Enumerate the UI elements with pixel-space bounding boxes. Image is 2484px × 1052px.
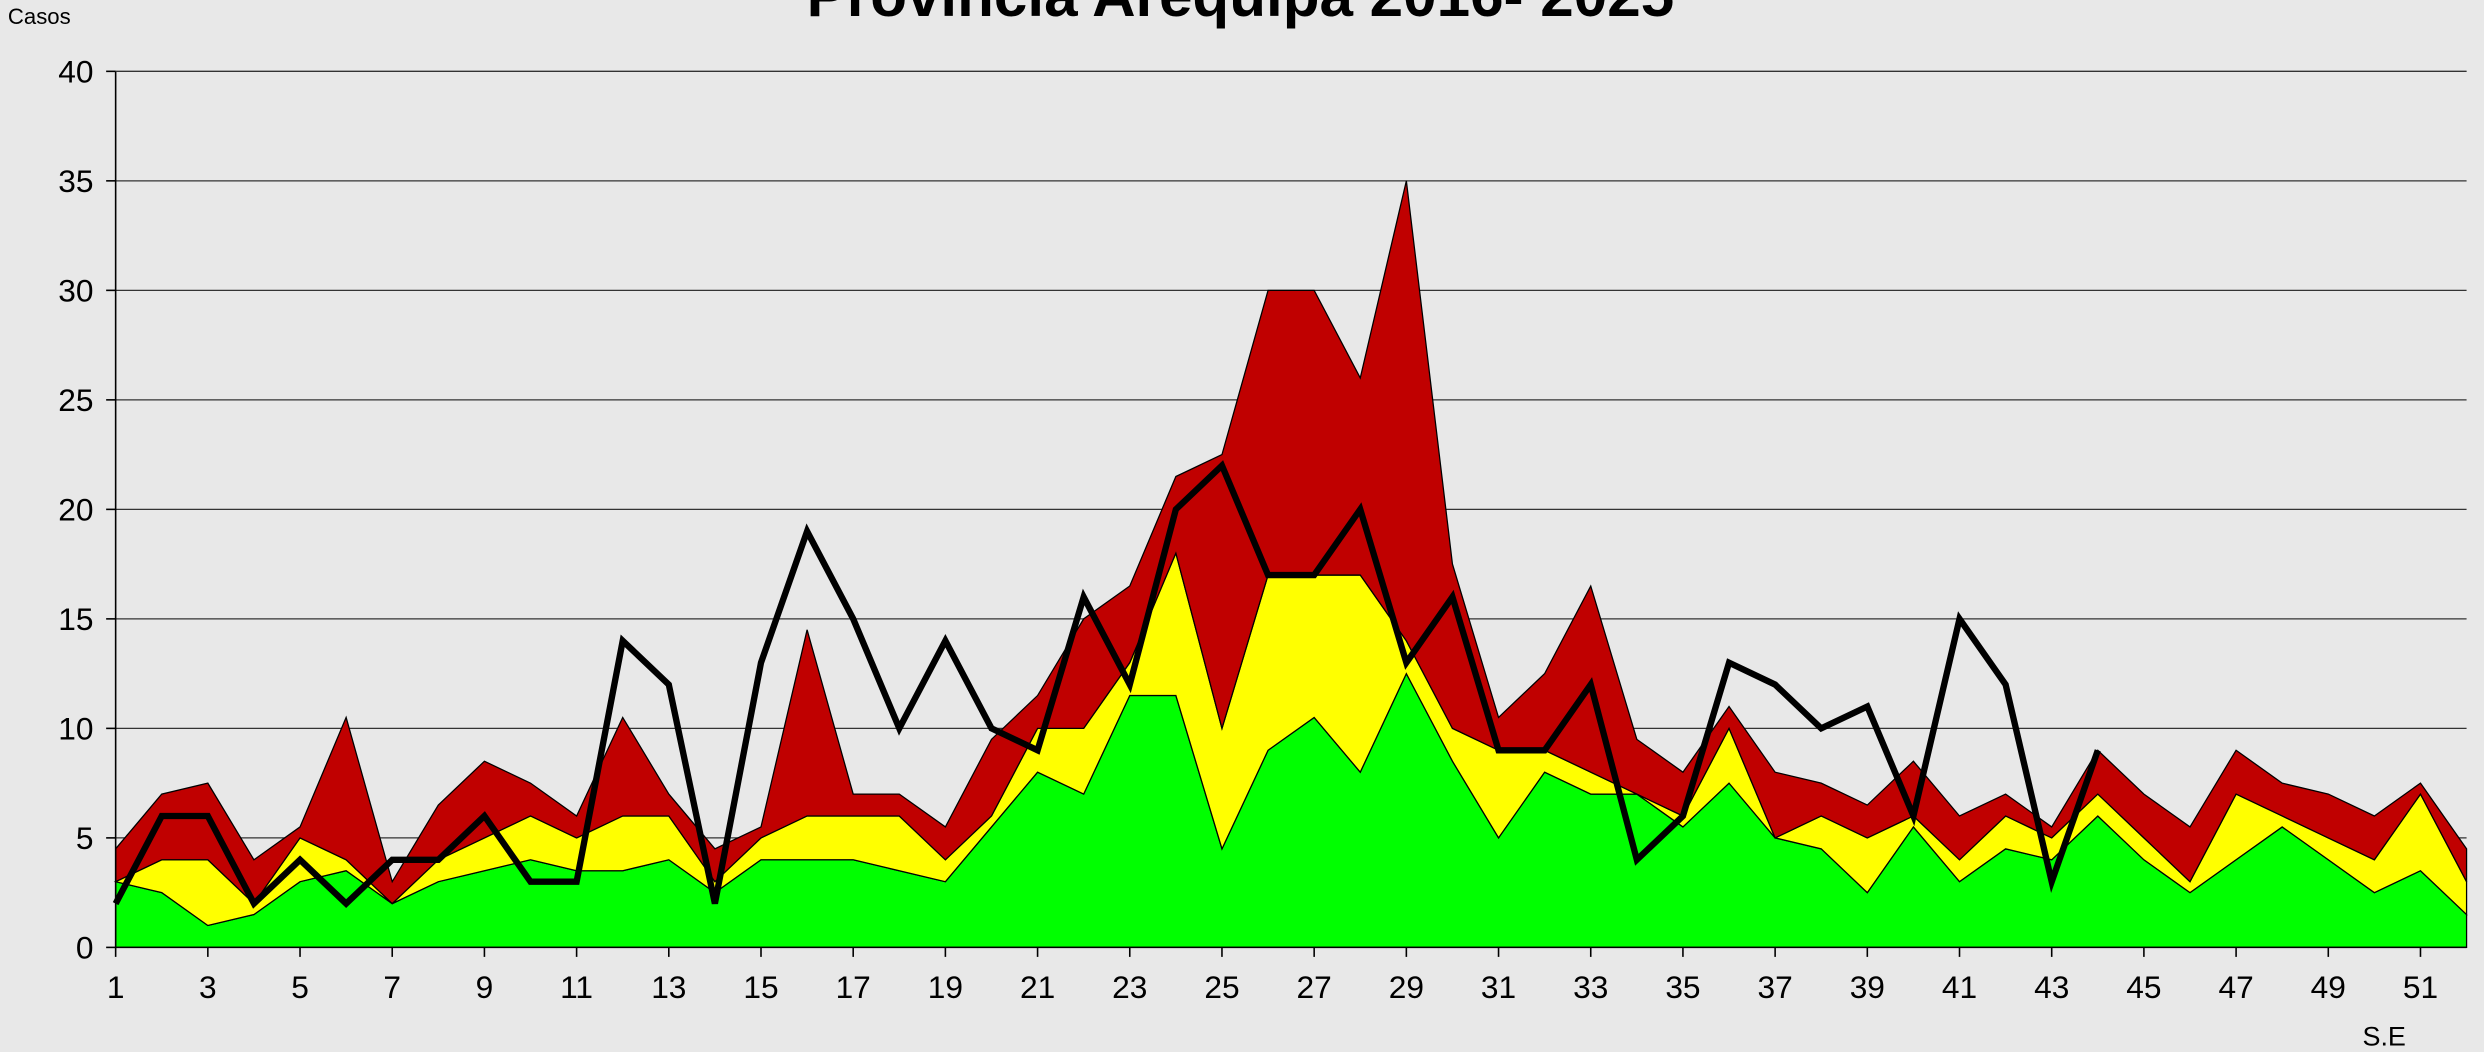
- x-tick-label: 31: [1481, 969, 1516, 1005]
- y-tick-label: 15: [58, 601, 93, 637]
- x-tick-label: 15: [743, 969, 778, 1005]
- y-tick-label: 0: [76, 929, 94, 965]
- y-tick-label: 5: [76, 820, 94, 856]
- y-tick-label: 35: [58, 163, 93, 199]
- x-tick-label: 37: [1758, 969, 1793, 1005]
- x-tick-label: 49: [2311, 969, 2346, 1005]
- x-tick-label: 13: [651, 969, 686, 1005]
- x-tick-label: 51: [2403, 969, 2438, 1005]
- lines: [112, 460, 2101, 909]
- y-tick-label: 30: [58, 272, 93, 308]
- x-tick-label: 35: [1665, 969, 1700, 1005]
- y-tick-label: 20: [58, 491, 93, 527]
- line: [112, 460, 2101, 909]
- y-tick-label: 40: [58, 53, 93, 89]
- x-tick-label: 17: [836, 969, 871, 1005]
- area: [115, 180, 2468, 905]
- x-tick-label: 7: [383, 969, 401, 1005]
- y-tick-label: 10: [58, 710, 93, 746]
- x-tick-label: 11: [560, 969, 593, 1005]
- x-tick-label: 3: [199, 969, 217, 1005]
- x-tick-label: 25: [1204, 969, 1239, 1005]
- x-tick-label: 47: [2218, 969, 2253, 1005]
- x-tick-label: 33: [1573, 969, 1608, 1005]
- x-tick-label: 23: [1112, 969, 1147, 1005]
- y-axis-label: Casos: [8, 4, 71, 29]
- y-tick-label: 25: [58, 382, 93, 418]
- x-tick-label: 39: [1850, 969, 1885, 1005]
- x-tick-label: 45: [2126, 969, 2161, 1005]
- x-axis-label: S.E: [2362, 1022, 2405, 1052]
- x-tick-label: 19: [928, 969, 963, 1005]
- x-tick-label: 41: [1942, 969, 1977, 1005]
- x-tick-label: 43: [2034, 969, 2069, 1005]
- x-tick-label: 1: [107, 969, 125, 1005]
- x-tick-label: 9: [476, 969, 494, 1005]
- x-tick-label: 27: [1297, 969, 1332, 1005]
- x-tick-label: 29: [1389, 969, 1424, 1005]
- x-tick-label: 21: [1020, 969, 1055, 1005]
- x-tick-label: 5: [291, 969, 309, 1005]
